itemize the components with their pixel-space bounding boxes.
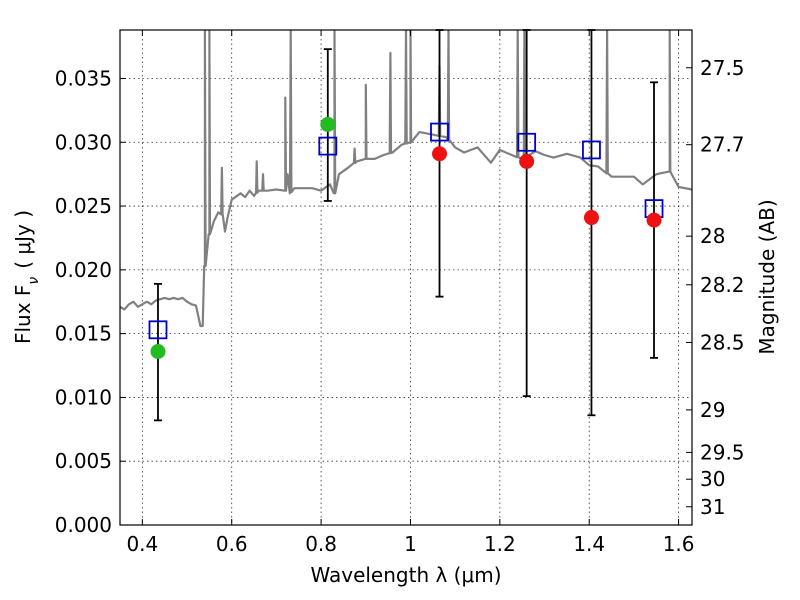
- x-tick-label: 1.6: [663, 532, 695, 556]
- nondetection-point: [519, 153, 535, 169]
- detection-point: [320, 116, 336, 132]
- x-tick-label: 1.4: [573, 532, 605, 556]
- right-tick-label: 28: [700, 224, 725, 248]
- right-axis-ticks: 27.5 27.7 28 28.2 28.5 29 29.5 30 31: [686, 56, 745, 519]
- model-point: [582, 140, 601, 160]
- y-tick-label: 0.015: [55, 322, 112, 346]
- nondetection-point: [583, 210, 599, 226]
- right-axis-label-group: Magnitude (AB): [755, 199, 779, 354]
- y-tick-label: 0.010: [55, 385, 112, 409]
- y-tick-label: 0.025: [55, 194, 112, 218]
- detection-point: [150, 343, 166, 359]
- x-tick-label: 1.2: [484, 532, 516, 556]
- y-axis-label-sub: ν: [26, 277, 42, 285]
- model-point: [517, 132, 537, 152]
- right-axis-label: Magnitude (AB): [755, 199, 779, 354]
- right-tick-label: 28.2: [700, 273, 745, 297]
- right-tick-label: 29.5: [700, 440, 745, 464]
- x-tick-label: 0.8: [305, 532, 337, 556]
- model-point: [318, 136, 338, 156]
- nondetection-point: [432, 146, 448, 162]
- x-axis-ticks: 0.4 0.6 0.8 1 1.2 1.4 1.6: [126, 30, 695, 556]
- x-tick-label: 1: [404, 532, 417, 556]
- y-axis-label-group: Flux Fν ( μJy ): [11, 210, 42, 344]
- model-point: [148, 320, 168, 340]
- y-axis-label: Flux Fν ( μJy ): [11, 210, 42, 344]
- model-point: [430, 122, 449, 142]
- y-tick-label: 0.005: [55, 449, 112, 473]
- y-tick-label: 0.030: [55, 130, 112, 154]
- y-axis-label-main: Flux F: [11, 285, 35, 344]
- x-tick-label: 0.6: [216, 532, 248, 556]
- spectrum-line: [120, 30, 692, 328]
- y-tick-label: 0.035: [55, 66, 112, 90]
- spectrum-series: [120, 30, 692, 328]
- right-tick-label: 30: [700, 467, 725, 491]
- y-axis-ticks: 0.000 0.005 0.010 0.015 0.020 0.025 0.030 0.035: [55, 66, 126, 537]
- y-tick-label: 0.000: [55, 513, 112, 537]
- y-axis-label-unit: ( μJy ): [11, 210, 35, 269]
- right-tick-label: 29: [700, 398, 725, 422]
- nondetection-point: [646, 212, 662, 228]
- x-axis-label: Wavelength λ (μm): [310, 563, 501, 587]
- y-tick-label: 0.020: [55, 258, 112, 282]
- right-tick-label: 27.5: [700, 56, 745, 80]
- right-tick-label: 31: [700, 495, 725, 519]
- right-tick-label: 28.5: [700, 330, 745, 354]
- right-tick-label: 27.7: [700, 133, 745, 157]
- plot-area: [120, 29, 692, 422]
- plot-frame: [119, 29, 693, 526]
- x-tick-label: 0.4: [126, 532, 158, 556]
- photometry-markers: [148, 116, 664, 359]
